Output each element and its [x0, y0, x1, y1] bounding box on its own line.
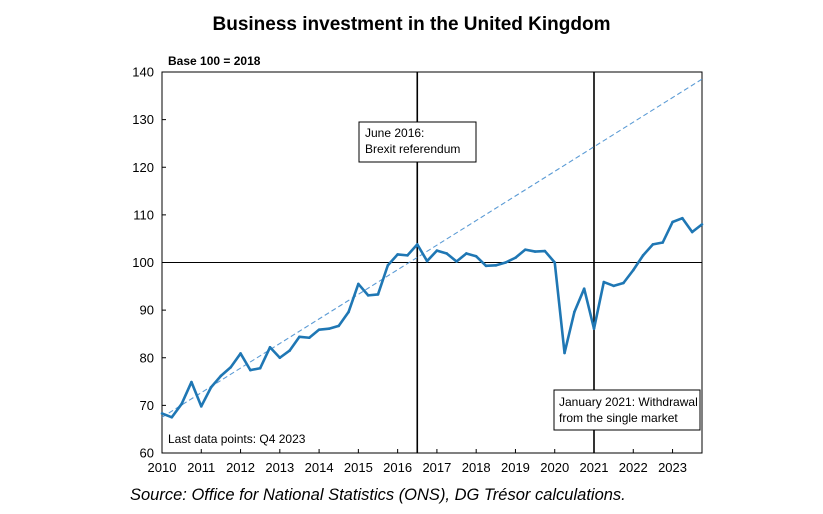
- data-point: [592, 327, 596, 330]
- data-point: [700, 223, 704, 226]
- y-tick-label: 70: [140, 398, 154, 413]
- x-tick-label: 2022: [619, 460, 648, 475]
- x-tick-label: 2014: [305, 460, 334, 475]
- event-box-brexit: June 2016: Brexit referendum: [358, 121, 477, 163]
- x-tick-label: 2016: [383, 460, 412, 475]
- y-tick-label: 100: [132, 255, 154, 270]
- data-point: [631, 268, 635, 272]
- data-point: [337, 324, 341, 328]
- data-point: [396, 253, 399, 256]
- data-point: [445, 252, 449, 255]
- data-point: [425, 259, 429, 263]
- last-data-note: Last data points: Q4 2023: [168, 432, 306, 446]
- data-point: [553, 261, 557, 264]
- event-box-withdrawal: January 2021: Withdrawal from the single…: [553, 389, 701, 431]
- y-tick-label: 130: [132, 112, 154, 127]
- x-tick-label: 2010: [148, 460, 177, 475]
- data-point: [484, 264, 488, 268]
- x-tick-label: 2023: [658, 460, 687, 475]
- series-line-business-investment: [161, 216, 703, 419]
- base-label: Base 100 = 2018: [168, 54, 261, 68]
- data-point: [298, 335, 301, 339]
- data-point: [543, 249, 547, 253]
- data-point: [582, 287, 586, 290]
- data-point: [533, 250, 537, 253]
- y-tick-label: 80: [140, 350, 154, 365]
- data-point: [573, 310, 576, 314]
- data-point: [504, 261, 507, 264]
- data-point: [239, 352, 242, 355]
- data-point: [602, 280, 606, 284]
- y-axis: 60 70 80 90 100 110 120 130 140: [132, 65, 166, 461]
- data-point: [435, 249, 439, 252]
- x-tick-label: 2011: [187, 460, 215, 475]
- x-tick-label: 2020: [540, 460, 569, 475]
- data-point: [455, 260, 458, 263]
- data-point: [366, 294, 370, 297]
- data-point: [180, 402, 183, 406]
- data-point: [641, 254, 645, 257]
- data-point: [268, 345, 272, 349]
- data-point: [357, 282, 360, 286]
- data-point: [307, 336, 311, 340]
- x-axis: 2010 2011 2012 2013 2014 2015 2016 2017 2018 2019…: [148, 449, 687, 475]
- event-label-brexit-line1: June 2016:: [365, 126, 424, 140]
- data-point: [199, 405, 203, 408]
- x-tick-label: 2018: [462, 460, 491, 475]
- data-point: [376, 293, 380, 296]
- event-label-withdrawal-line2: from the single market: [559, 411, 678, 425]
- y-tick-label: 60: [140, 446, 154, 461]
- event-label-brexit-line2: Brexit referendum: [365, 142, 460, 156]
- x-tick-label: 2015: [344, 460, 373, 475]
- y-tick-label: 120: [132, 160, 154, 175]
- data-point: [514, 256, 517, 260]
- trend-line: [161, 78, 703, 418]
- data-point: [681, 216, 684, 220]
- data-point: [317, 328, 321, 331]
- data-point: [386, 264, 390, 267]
- data-point: [651, 243, 655, 246]
- data-point: [209, 385, 213, 389]
- data-point: [671, 220, 674, 224]
- data-point: [170, 415, 174, 419]
- data-point: [160, 412, 164, 415]
- event-label-withdrawal-line1: January 2021: Withdrawal: [559, 395, 698, 409]
- source-note: Source: Office for National Statistics (…: [130, 486, 626, 504]
- series-points: [160, 216, 704, 419]
- data-point: [690, 230, 694, 234]
- data-point: [494, 264, 498, 267]
- data-point: [258, 366, 262, 370]
- y-tick-label: 90: [140, 303, 154, 318]
- data-point: [465, 252, 468, 255]
- data-point: [229, 365, 233, 369]
- data-point: [288, 349, 291, 352]
- x-tick-label: 2013: [265, 460, 294, 475]
- x-tick-label: 2021: [580, 460, 609, 475]
- y-tick-label: 110: [133, 207, 154, 222]
- data-point: [347, 310, 350, 314]
- data-point: [190, 380, 193, 384]
- data-point: [249, 368, 252, 372]
- data-point: [563, 351, 566, 355]
- data-point: [278, 356, 282, 360]
- data-point: [612, 284, 615, 288]
- chart-title: Business investment in the United Kingdo…: [212, 14, 611, 35]
- x-tick-label: 2019: [501, 460, 530, 475]
- data-point: [622, 281, 625, 285]
- y-tick-label: 140: [132, 65, 154, 80]
- data-point: [406, 254, 409, 257]
- data-point: [219, 374, 223, 378]
- x-tick-label: 2012: [226, 460, 255, 475]
- data-point: [415, 243, 419, 246]
- data-point: [661, 241, 665, 244]
- data-point: [474, 255, 478, 258]
- data-point: [523, 248, 527, 251]
- data-point: [327, 327, 331, 330]
- x-tick-label: 2017: [422, 460, 451, 475]
